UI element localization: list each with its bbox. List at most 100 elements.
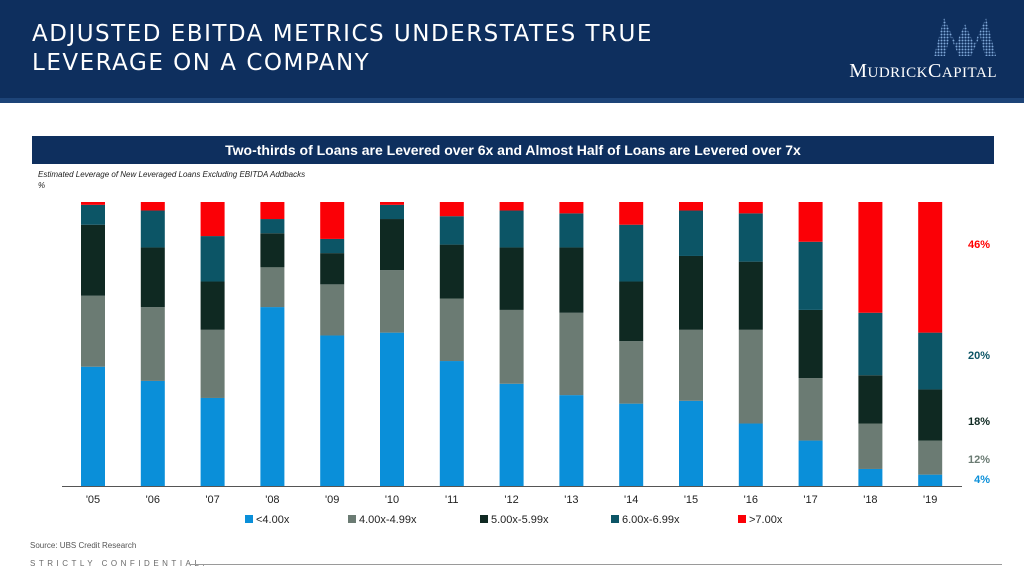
bar-segment-19-s2: [918, 389, 943, 441]
bar-segment-09-s3: [320, 238, 345, 254]
mudrick-logo-icon: [934, 18, 996, 56]
confidential-label: STRICTLY CONFIDENTIAL.: [30, 559, 209, 568]
bar-segment-19-s1: [918, 440, 943, 475]
subtitle-line-2: %: [38, 181, 46, 190]
bar-segment-08-s2: [260, 233, 285, 268]
bar-segment-09-s0: [320, 335, 345, 486]
bar-segment-10-s2: [380, 219, 404, 271]
header-bar: [0, 0, 1024, 98]
header-rule: [0, 98, 1024, 103]
bar-segment-10-s0: [380, 332, 404, 486]
bar-segment-15-s0: [679, 400, 703, 486]
chart-banner: Two-thirds of Loans are Levered over 6x …: [32, 136, 994, 164]
bar-segment-17-s0: [798, 440, 823, 486]
x-tick-label: '06: [146, 494, 160, 506]
bar-segment-13-s1: [559, 312, 584, 396]
legend-swatch: [480, 515, 488, 523]
annotation-label: 12%: [968, 454, 990, 466]
chart-subtitle: Estimated Leverage of New Leveraged Loan…: [38, 169, 305, 191]
bar-segment-05-s1: [81, 295, 105, 367]
bar-segment-11-s0: [439, 361, 464, 486]
legend-swatch: [348, 515, 356, 523]
legend-swatch: [611, 515, 619, 523]
x-tick-label: '18: [863, 494, 877, 506]
bar-segment-14-s2: [619, 281, 644, 342]
bar-segment-18-s1: [858, 423, 883, 469]
bar-segment-09-s1: [320, 284, 345, 336]
bar-segment-05-s4: [81, 202, 105, 205]
annotation-label: 20%: [968, 350, 990, 362]
bar-segment-06-s4: [140, 202, 165, 211]
bar-segment-10-s1: [380, 270, 404, 333]
bar-segment-14-s1: [619, 341, 644, 404]
bar-segment-12-s2: [499, 247, 524, 310]
bar-segment-11-s3: [439, 216, 464, 245]
bar-segment-11-s4: [439, 202, 464, 217]
bar-segment-08-s3: [260, 219, 285, 234]
legend-swatch: [738, 515, 746, 523]
bar-segment-07-s0: [200, 397, 225, 486]
title-line-1: ADJUSTED EBITDA METRICS UNDERSTATES TRUE: [32, 21, 653, 47]
bar-segment-17-s4: [798, 202, 823, 242]
bar-segment-19-s0: [918, 474, 943, 486]
bar-segment-13-s4: [559, 202, 584, 214]
x-tick-label: '09: [325, 494, 339, 506]
legend-swatch: [245, 515, 253, 523]
bar-segment-16-s1: [738, 329, 763, 424]
legend-label: >7.00x: [749, 514, 783, 526]
annotation-label: 46%: [968, 239, 990, 251]
x-tick-label: '07: [205, 494, 219, 506]
bar-segment-19-s4: [918, 202, 943, 333]
bar-segment-15-s2: [679, 255, 703, 330]
bar-segment-07-s3: [200, 236, 225, 282]
bar-segment-17-s1: [798, 378, 823, 441]
source-note: Source: UBS Credit Research: [30, 541, 137, 550]
bar-segment-05-s3: [81, 204, 105, 225]
subtitle-line-1: Estimated Leverage of New Leveraged Loan…: [38, 170, 306, 179]
bar-segment-07-s2: [200, 281, 225, 330]
x-tick-label: '16: [744, 494, 758, 506]
bar-segment-18-s4: [858, 202, 883, 313]
bar-segment-16-s2: [738, 261, 763, 330]
bar-segment-14-s0: [619, 403, 644, 486]
bar-segment-09-s2: [320, 253, 345, 285]
bar-segment-07-s1: [200, 329, 225, 398]
bar-segment-05-s0: [81, 366, 105, 486]
x-tick-label: '10: [385, 494, 399, 506]
page-title: ADJUSTED EBITDA METRICS UNDERSTATES TRUE…: [32, 20, 732, 78]
bar-segment-15-s3: [679, 210, 703, 256]
bar-segment-08-s0: [260, 307, 285, 486]
bar-segment-14-s3: [619, 224, 644, 282]
bar-segment-11-s1: [439, 298, 464, 362]
bar-segment-18-s3: [858, 312, 883, 376]
bar-segment-08-s1: [260, 267, 285, 308]
legend-label: <4.00x: [256, 514, 290, 526]
x-tick-label: '13: [564, 494, 578, 506]
x-tick-label: '11: [445, 494, 459, 506]
x-tick-label: '08: [265, 494, 279, 506]
x-tick-label: '12: [504, 494, 518, 506]
bar-segment-13-s3: [559, 213, 584, 248]
bar-segment-13-s0: [559, 395, 584, 486]
bar-segment-06-s3: [140, 210, 165, 248]
annotation-label: 4%: [974, 474, 990, 486]
bar-segment-06-s1: [140, 307, 165, 381]
annotation-label: 18%: [968, 416, 990, 428]
x-tick-label: '14: [624, 494, 638, 506]
bar-segment-12-s3: [499, 210, 524, 248]
bar-segment-06-s2: [140, 247, 165, 308]
bar-segment-05-s2: [81, 224, 105, 296]
bar-segment-07-s4: [200, 202, 225, 237]
bar-segment-17-s2: [798, 309, 823, 379]
footer-divider: [190, 564, 1002, 565]
bar-segment-13-s2: [559, 247, 584, 313]
x-tick-label: '15: [684, 494, 698, 506]
bar-segment-12-s4: [499, 202, 524, 211]
bar-segment-16-s3: [738, 213, 763, 262]
bar-segment-10-s4: [380, 202, 404, 205]
bar-segment-15-s1: [679, 329, 703, 401]
bar-segment-18-s0: [858, 468, 883, 486]
bar-segment-16-s0: [738, 423, 763, 486]
logo-wordmark: MUDRICKCAPITAL: [849, 60, 997, 82]
x-tick-label: '05: [86, 494, 100, 506]
